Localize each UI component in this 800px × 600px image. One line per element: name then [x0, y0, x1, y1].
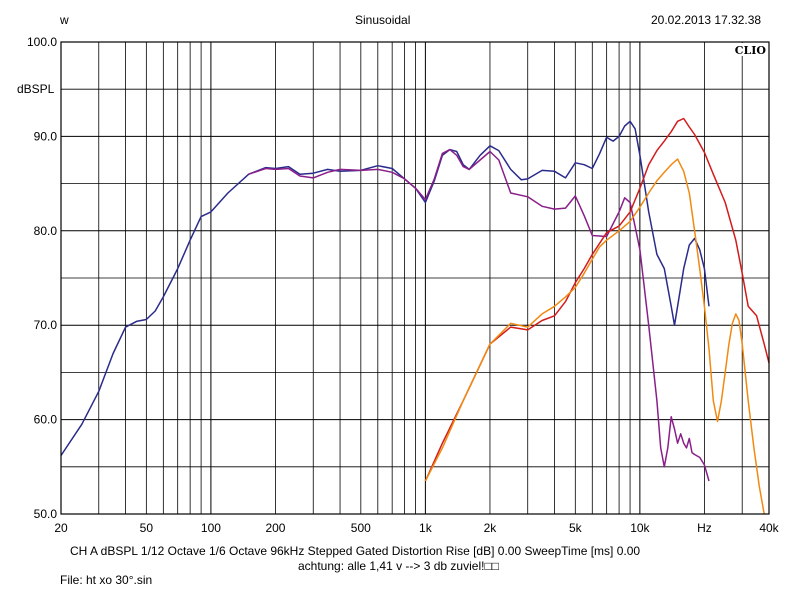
- x-tick-label: 500: [351, 521, 371, 535]
- measurement-note: achtung: alle 1,41 v --> 3 db zuviel!□□: [298, 559, 499, 573]
- file-name: File: ht xo 30°.sin: [60, 573, 153, 587]
- x-tick-label: Hz: [697, 521, 712, 535]
- series-line-2: [248, 148, 710, 482]
- y-tick-label: 90.0: [34, 129, 58, 143]
- x-tick-label: 50: [140, 521, 154, 535]
- x-tick-label: 10k: [630, 521, 650, 535]
- y-tick-label: 80.0: [34, 224, 58, 238]
- x-tick-label: 20: [54, 521, 68, 535]
- series-line-3: [424, 117, 770, 482]
- measurement-settings: CH A dBSPL 1/12 Octave 1/6 Octave 96kHz …: [70, 544, 641, 558]
- series-line-1: [60, 120, 710, 456]
- x-tick-label: 1k: [419, 521, 433, 535]
- grid-minor: [61, 42, 769, 514]
- header-left: w: [60, 13, 69, 27]
- grid-major: [61, 42, 769, 514]
- y-tick-labels: 100.0 90.0 80.0 70.0 60.0 50.0: [27, 35, 57, 521]
- y-tick-label: 50.0: [34, 507, 58, 521]
- plot-frame: [60, 41, 770, 515]
- y-tick-label: 100.0: [27, 35, 57, 49]
- y-tick-label: 70.0: [34, 318, 58, 332]
- brand-label: CLIO: [735, 44, 767, 57]
- chart-title: Sinusoidal: [355, 13, 411, 27]
- x-tick-label: 2k: [484, 521, 498, 535]
- y-axis-label: dBSPL: [17, 82, 55, 96]
- y-tick-label: 60.0: [34, 413, 58, 427]
- x-tick-label: 40k: [759, 521, 779, 535]
- series-layer: [60, 117, 770, 515]
- timestamp: 20.02.2013 17.32.38: [651, 13, 762, 27]
- x-tick-label: 5k: [569, 521, 583, 535]
- brand-badge: [733, 43, 768, 56]
- x-tick-label: 100: [201, 521, 221, 535]
- series-line-4: [424, 158, 765, 515]
- x-tick-label: 200: [265, 521, 285, 535]
- x-tick-labels: 20 50 100 200 500 1k 2k 5k 10k Hz 40k: [54, 521, 779, 535]
